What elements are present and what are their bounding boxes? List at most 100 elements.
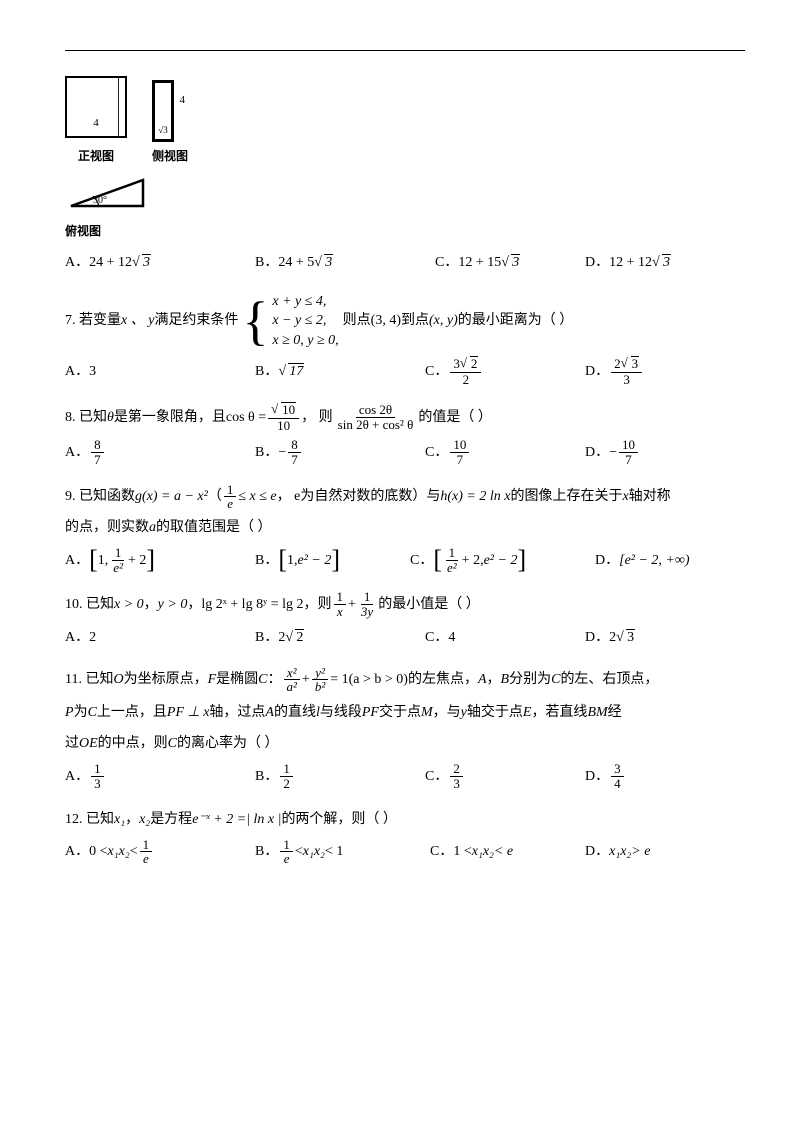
O: O bbox=[113, 667, 123, 692]
q6-options: A． 24 + 123 B． 24 + 53 C． 12 + 153 D． 12… bbox=[65, 250, 740, 275]
l: B． bbox=[255, 440, 278, 465]
pp: < e bbox=[494, 839, 513, 864]
d: 2 bbox=[280, 777, 293, 791]
q8-opt-d: D．−107 bbox=[585, 438, 640, 466]
d: 7 bbox=[622, 453, 635, 467]
n: 1 bbox=[361, 590, 374, 605]
top-caption: 俯视图 bbox=[65, 221, 740, 243]
B: B bbox=[501, 667, 510, 692]
sys-l3: x ≥ 0, y ≥ 0, bbox=[272, 331, 338, 351]
t: 的两个解，则（ ） bbox=[281, 807, 397, 832]
n: 3 bbox=[611, 762, 624, 777]
PF: PF bbox=[362, 700, 379, 725]
r: 2 bbox=[295, 629, 304, 645]
d: e bbox=[140, 852, 152, 866]
p: 2 bbox=[278, 625, 285, 650]
t: 为 bbox=[74, 700, 88, 725]
x1: x₁ bbox=[114, 807, 125, 832]
t: 的点，则实数 bbox=[65, 515, 149, 540]
side-dim-w: √3 bbox=[155, 122, 171, 138]
rad: 3 bbox=[631, 356, 640, 371]
text: 满足约束条件 bbox=[154, 308, 238, 333]
text: 7. 若变量 bbox=[65, 308, 121, 333]
q12-opt-d: D． x₁x₂ > e bbox=[585, 838, 650, 866]
p: 1 < bbox=[453, 839, 471, 864]
t: 的值是（ ） bbox=[418, 405, 492, 430]
l: B． bbox=[255, 548, 278, 573]
q11-opt-c: C．23 bbox=[425, 762, 585, 790]
t: 与线段 bbox=[320, 700, 362, 725]
n: 10 bbox=[619, 438, 638, 453]
n: 1 bbox=[280, 838, 293, 853]
opt-label: C． bbox=[435, 250, 458, 275]
OE: OE bbox=[79, 731, 98, 756]
q11-opt-a: A．13 bbox=[65, 762, 255, 790]
q12-options: A． 0 < x₁x₂ < 1e B． 1e < x₁x₂ < 1 C． 1 <… bbox=[65, 838, 740, 866]
rad: 3 bbox=[511, 254, 520, 270]
opt-val: 12 + 12 bbox=[609, 255, 652, 270]
top-view: 30° 俯视图 bbox=[65, 174, 740, 243]
t: 上一点，且 bbox=[97, 700, 167, 725]
n: 8 bbox=[288, 438, 301, 453]
q6-opt-c: C． 12 + 15 3 bbox=[435, 250, 585, 275]
text: 到点 bbox=[401, 308, 429, 333]
q9-opt-c: C． [1e²+ 2,e² − 2] bbox=[410, 546, 595, 574]
q8-opt-a: A．87 bbox=[65, 438, 255, 466]
l: A． bbox=[65, 548, 89, 573]
q8-options: A．87 B．−87 C．107 D．−107 bbox=[65, 438, 740, 466]
opt-label: D． bbox=[585, 250, 609, 275]
front-dim: 4 bbox=[67, 114, 125, 134]
v: 4 bbox=[448, 625, 455, 650]
q9-opt-d: D．[e² − 2, +∞) bbox=[595, 546, 690, 574]
q12-opt-b: B． 1e < x₁x₂ < 1 bbox=[255, 838, 430, 866]
t: 的离心率为（ ） bbox=[177, 731, 279, 756]
q11-opt-b: B．12 bbox=[255, 762, 425, 790]
eq: = 1(a > b > 0) bbox=[330, 667, 408, 692]
lbl: A． bbox=[65, 359, 89, 384]
BM: BM bbox=[587, 700, 607, 725]
t: 的最小值是（ ） bbox=[378, 592, 480, 617]
d: e² bbox=[110, 561, 126, 575]
eq: lg 2ˣ + lg 8ʸ = lg 2 bbox=[201, 592, 303, 617]
q7-opt-a: A．3 bbox=[65, 356, 255, 386]
p: < 1 bbox=[325, 839, 343, 864]
t: ， bbox=[487, 667, 501, 692]
t: 经 bbox=[608, 700, 622, 725]
n: 1 bbox=[112, 546, 125, 561]
point2: (x, y) bbox=[429, 308, 458, 333]
l: B． bbox=[255, 625, 278, 650]
l: A． bbox=[65, 764, 89, 789]
l: A． bbox=[65, 440, 89, 465]
q7-opt-c: C． 322 bbox=[425, 356, 585, 386]
m: x₁x₂ bbox=[609, 839, 631, 864]
d: e bbox=[281, 852, 293, 866]
rad: 2 bbox=[470, 356, 479, 371]
l: C． bbox=[425, 625, 448, 650]
q12: 12. 已知 x₁ ， x₂ 是方程 e⁻ˣ + 2 =| ln x | 的两个… bbox=[65, 807, 740, 832]
q11-options: A．13 B．12 C．23 D．34 bbox=[65, 762, 740, 790]
n: 2 bbox=[450, 762, 463, 777]
p: 2 bbox=[609, 625, 616, 650]
lbl: D． bbox=[585, 359, 609, 384]
q7-opt-d: D． 233 bbox=[585, 356, 644, 386]
opt-val: 12 + 15 bbox=[458, 255, 501, 270]
bd: sin 2θ + cos² θ bbox=[335, 418, 417, 432]
eq: e⁻ˣ + 2 =| ln x | bbox=[192, 807, 281, 832]
A: A bbox=[265, 700, 274, 725]
n: y² bbox=[312, 666, 328, 681]
l: D． bbox=[595, 548, 619, 573]
coslhs: cos θ = bbox=[226, 405, 266, 430]
n: 8 bbox=[91, 438, 104, 453]
rad: 3 bbox=[324, 254, 333, 270]
d: 3 bbox=[620, 373, 633, 387]
c1: x > 0 bbox=[114, 592, 144, 617]
n: 10 bbox=[450, 438, 469, 453]
t: 的左焦点， bbox=[408, 667, 478, 692]
E: E bbox=[523, 700, 532, 725]
q9-opt-a: A． [1,1e²+ 2] bbox=[65, 546, 255, 574]
d: 7 bbox=[288, 453, 301, 467]
m: x₁x₂ bbox=[108, 839, 130, 864]
q6-opt-b: B． 24 + 53 bbox=[255, 250, 435, 275]
t: ，与 bbox=[433, 700, 461, 725]
m: x₁x₂ bbox=[303, 839, 325, 864]
